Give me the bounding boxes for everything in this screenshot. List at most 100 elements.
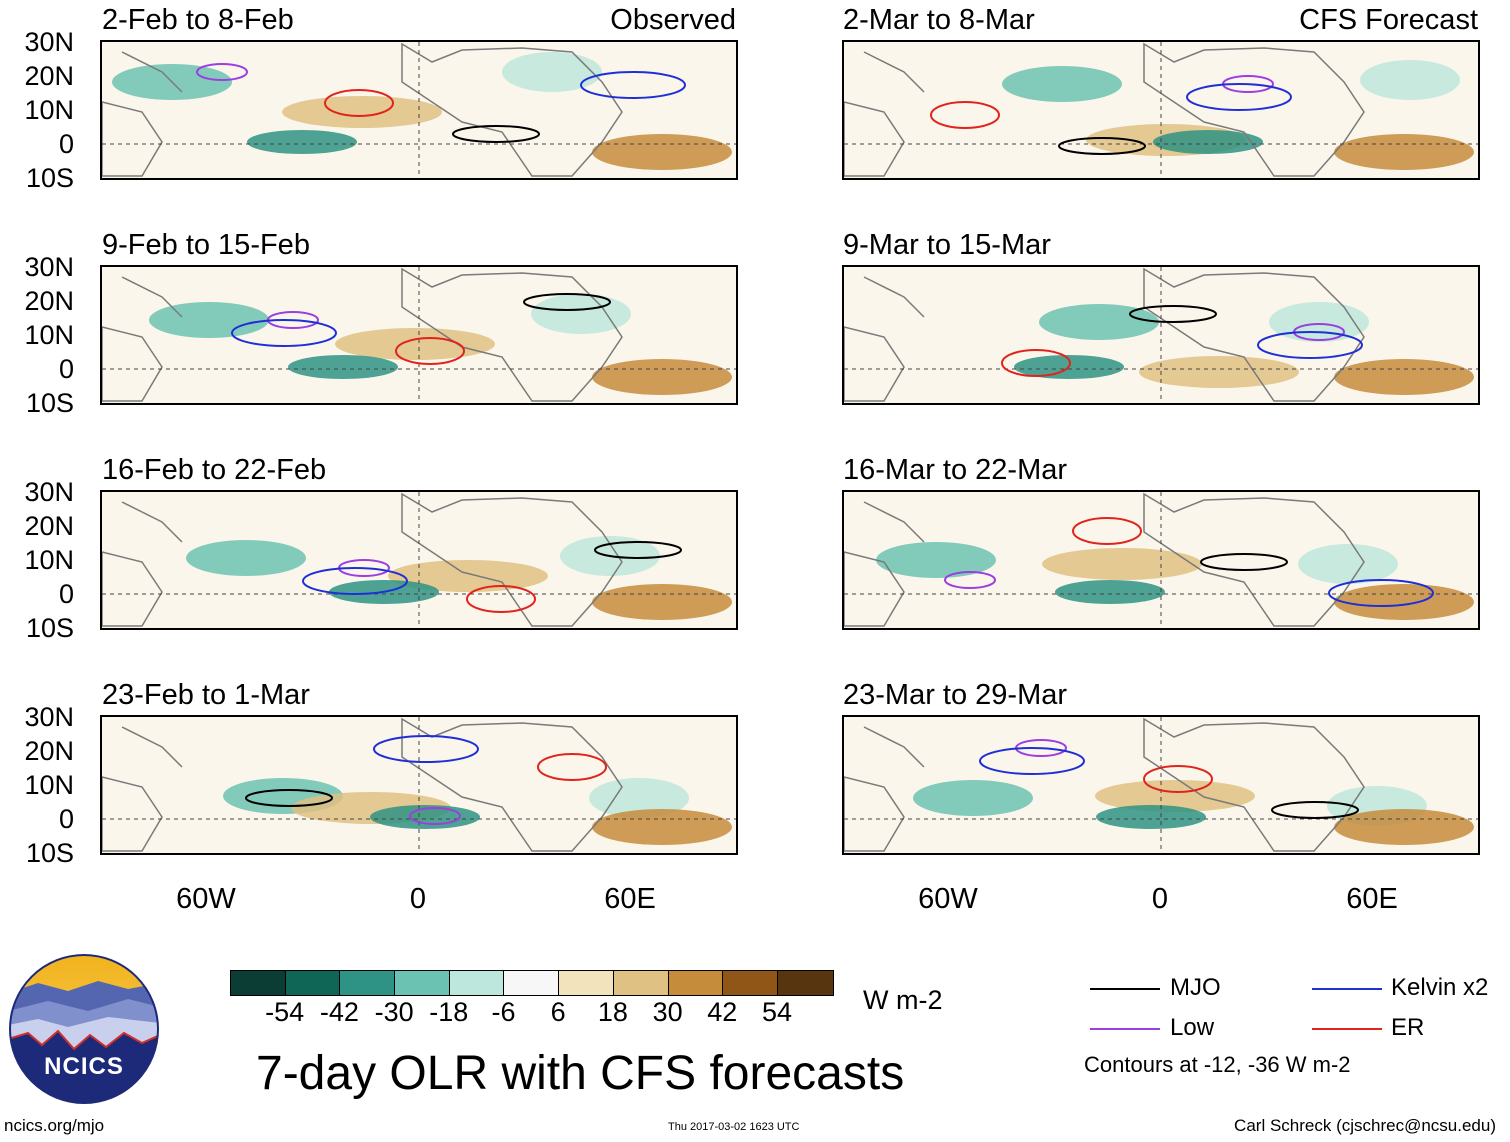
ncics-logo-icon (9, 954, 159, 1104)
contour-line (1072, 517, 1142, 545)
y-tick-label: 10S (25, 838, 74, 868)
colorbar-tick-label: 6 (550, 997, 566, 1027)
y-tick-label: 10S (25, 388, 74, 418)
map-canvas (844, 42, 1478, 178)
coastline (844, 267, 1365, 402)
figure-title: 7-day OLR with CFS forecasts (256, 1047, 905, 1100)
olr-anomaly-area (913, 780, 1033, 816)
colorbar-swatch (723, 971, 778, 995)
y-tick-label: 20N (24, 286, 74, 316)
olr-anomaly-area (1298, 544, 1398, 584)
olr-anomaly-area (592, 134, 732, 170)
colorbar-swatch (504, 971, 560, 995)
y-tick-label: 10N (24, 95, 74, 125)
contour-line (537, 753, 607, 781)
y-tick-label: 0 (58, 804, 74, 834)
olr-anomaly-area (1096, 805, 1206, 829)
contour-line (1257, 331, 1363, 359)
map-canvas (844, 492, 1478, 628)
olr-map (842, 490, 1480, 630)
contour-line (231, 319, 337, 347)
colorbar-swatch (559, 971, 614, 995)
colorbar-tick-label: -18 (429, 997, 469, 1027)
olr-anomaly-area (1334, 809, 1474, 845)
y-tick-label: 20N (24, 736, 74, 766)
contour-line (1143, 765, 1213, 793)
colorbar-tick-label: 42 (707, 997, 738, 1027)
panel-title: 9-Feb to 15-Feb (102, 229, 310, 261)
contour-line (1001, 349, 1071, 377)
olr-anomaly-area (1139, 356, 1299, 388)
colorbar-swatch (340, 971, 396, 995)
contour-line (594, 541, 682, 559)
contour-line (452, 125, 540, 143)
panel-title: 23-Mar to 29-Mar (843, 679, 1068, 711)
olr-anomaly-area (149, 302, 269, 338)
colorbar (230, 970, 834, 996)
y-tick-label: 20N (24, 61, 74, 91)
contour-line (1129, 305, 1217, 323)
map-canvas (102, 492, 736, 628)
olr-map (100, 40, 738, 180)
coastline (102, 42, 623, 177)
panel-title: 2-Feb to 8-Feb (102, 4, 294, 36)
coastline (844, 717, 1365, 852)
contour-line (373, 735, 479, 763)
panel-title: 2-Mar to 8-Mar (843, 4, 1035, 36)
colorbar-swatch (285, 971, 341, 995)
y-tick-label: 30N (24, 702, 74, 732)
olr-anomaly-area (1042, 548, 1202, 580)
olr-anomaly-area (388, 560, 548, 592)
legend-kelvin-line (1312, 988, 1382, 990)
colorbar-swatch (777, 971, 833, 995)
footer-url: ncics.org/mjo (4, 1116, 105, 1135)
legend-low-label: Low (1170, 1014, 1215, 1041)
logo-text: NCICS (44, 1053, 124, 1080)
colorbar-swatch (613, 971, 669, 995)
panel-label-forecast: CFS Forecast (1299, 4, 1478, 36)
contour-line (1328, 579, 1434, 607)
colorbar-tick-label: 54 (761, 997, 793, 1027)
olr-anomaly-area (592, 584, 732, 620)
map-canvas (102, 717, 736, 853)
contour-line (196, 63, 248, 81)
olr-anomaly-area (1039, 304, 1159, 340)
olr-anomaly-area (1055, 580, 1165, 604)
map-canvas (844, 717, 1478, 853)
coastline (844, 492, 1365, 627)
map-canvas (102, 267, 736, 403)
olr-map (842, 265, 1480, 405)
coastline (102, 717, 623, 852)
olr-anomaly-area (1334, 359, 1474, 395)
legend-kelvin-label: Kelvin x2 (1391, 974, 1489, 1001)
olr-anomaly-area (288, 355, 398, 379)
colorbar-tick-label: 30 (652, 997, 683, 1027)
panel-title: 16-Mar to 22-Mar (843, 454, 1068, 486)
contour-line (245, 789, 333, 807)
legend-er-line (1312, 1028, 1382, 1030)
panel-label-observed: Observed (610, 4, 736, 36)
colorbar-tick-label: 18 (597, 997, 628, 1027)
y-tick-label: 30N (24, 477, 74, 507)
olr-anomaly-area (1095, 780, 1255, 812)
contour-line (944, 571, 996, 589)
contour-line (930, 101, 1000, 129)
colorbar-tick-label: -54 (265, 997, 305, 1027)
contour-line (1186, 83, 1292, 111)
olr-map (100, 490, 738, 630)
y-tick-label: 0 (58, 129, 74, 159)
olr-anomaly-area (592, 809, 732, 845)
map-canvas (102, 42, 736, 178)
x-tick-0-right: 0 (1151, 883, 1169, 915)
x-tick-60w-left: 60W (176, 883, 236, 915)
olr-map (100, 715, 738, 855)
contour-line (302, 567, 408, 595)
contour-line (1058, 137, 1146, 155)
ncics-logo: NCICS (8, 953, 160, 1105)
contour-line (979, 747, 1085, 775)
olr-map (100, 265, 738, 405)
y-tick-label: 10S (25, 163, 74, 193)
y-tick-label: 10N (24, 770, 74, 800)
legend-low-line (1090, 1028, 1160, 1030)
legend-er-label: ER (1391, 1014, 1425, 1041)
